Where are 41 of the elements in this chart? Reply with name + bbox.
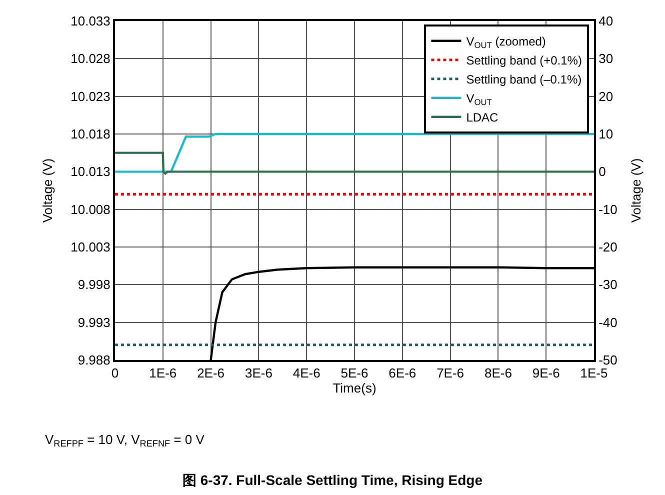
x-tick-label: 3E-6 xyxy=(244,366,272,381)
y2-tick-label: 40 xyxy=(598,14,614,29)
legend-label: Settling band (+0.1%) xyxy=(466,54,582,68)
x-tick-label: 0 xyxy=(111,366,119,381)
legend-label: LDAC xyxy=(466,110,499,125)
y2-tick-label: -30 xyxy=(598,277,618,292)
y2-tick-label: -50 xyxy=(598,352,618,368)
legend-label: V$_{OUT}$ (zoomed) xyxy=(466,34,546,50)
y-tick-label: 10.028 xyxy=(70,51,110,66)
y-tick-label: 9.998 xyxy=(78,277,110,292)
y-tick-label: 9.993 xyxy=(78,314,110,330)
y2-tick-label: -20 xyxy=(598,240,618,255)
y-tick-label: 10.023 xyxy=(70,88,110,104)
y-tick-label: 10.003 xyxy=(70,240,110,255)
y-axis-title: Voltage (V) xyxy=(40,158,56,223)
y2-tick-label: -10 xyxy=(598,202,618,217)
legend-label: V$_{OUT}$ xyxy=(466,92,492,108)
y-tick-label: 10.008 xyxy=(70,202,110,217)
x-tick-label: 5E-6 xyxy=(340,366,368,381)
y2-tick-label: -40 xyxy=(598,314,618,330)
legend-label: Settling band (–0.1%) xyxy=(466,72,582,87)
text: V$_{REFPF}$ = 10 V, V$_{REFNF}$ = 0 V xyxy=(45,432,205,449)
y2-tick-label: 20 xyxy=(598,88,614,104)
y-tick-label: 9.988 xyxy=(78,352,110,368)
x-tick-label: 1E-6 xyxy=(149,366,177,381)
x-tick-label: 1E-5 xyxy=(580,366,608,381)
y2-tick-label: 0 xyxy=(598,164,606,180)
y2-axis-title: Voltage (V) xyxy=(628,158,644,223)
y2-tick-label: 10 xyxy=(598,126,614,142)
text: 图 6-37. Full-Scale Settling Time, Rising Edge xyxy=(182,472,483,488)
x-tick-label: 9E-6 xyxy=(532,366,560,381)
x-tick-label: 6E-6 xyxy=(388,366,416,381)
x-tick-label: 4E-6 xyxy=(292,366,320,381)
x-tick-label: 2E-6 xyxy=(197,366,225,381)
x-tick-label: 7E-6 xyxy=(436,366,464,381)
y-tick-label: 10.018 xyxy=(70,126,110,142)
x-tick-label: 8E-6 xyxy=(484,366,512,381)
y-tick-label: 10.033 xyxy=(70,14,110,29)
x-axis-title: Time(s) xyxy=(332,380,376,396)
y-tick-label: 10.013 xyxy=(70,164,110,180)
y2-tick-label: 30 xyxy=(598,51,614,66)
